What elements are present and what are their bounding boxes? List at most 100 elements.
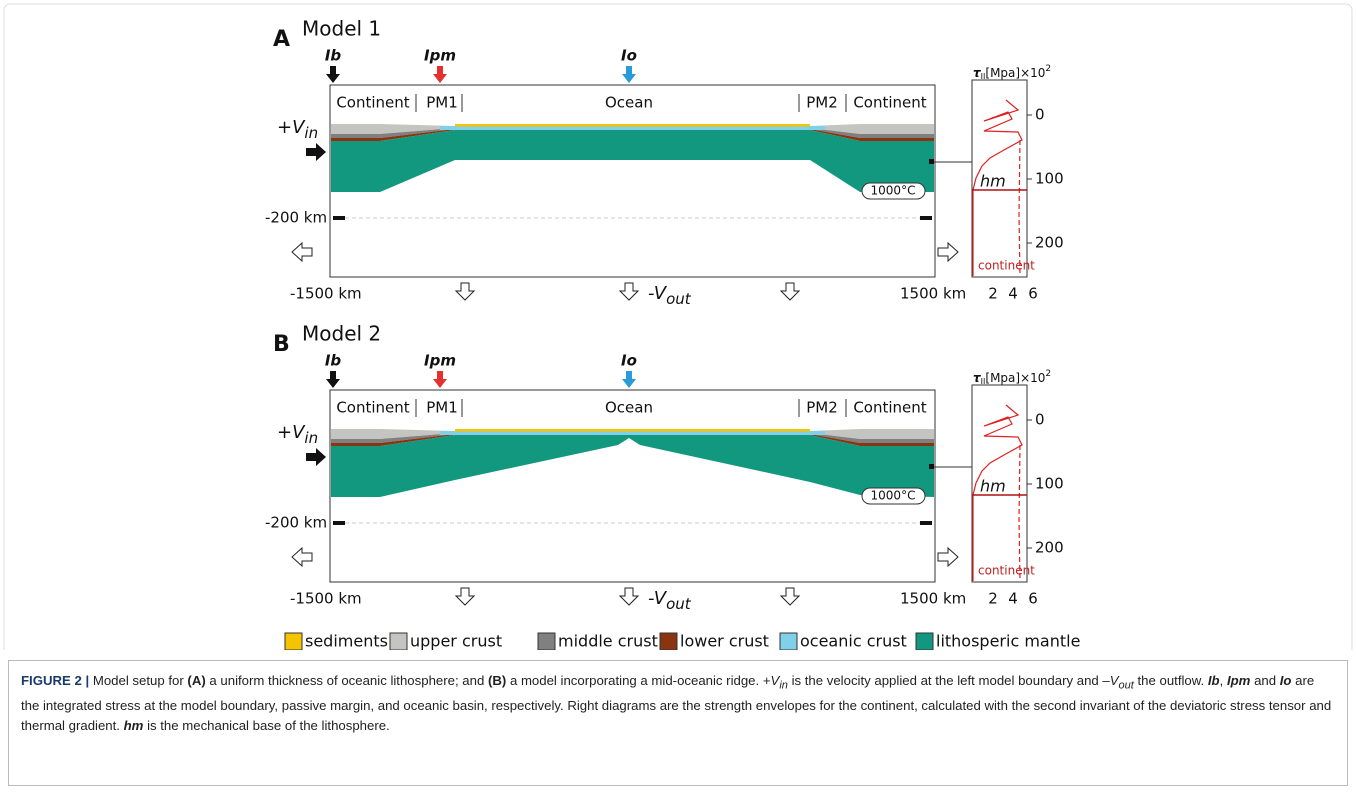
depth-label: -200 km bbox=[265, 209, 327, 227]
legend-label: upper crust bbox=[410, 632, 502, 651]
strength-curve-dashed bbox=[1018, 444, 1021, 582]
y-tick-label: 100 bbox=[1035, 170, 1064, 188]
stress-marker-label: Ipm bbox=[424, 352, 456, 370]
outflow-arrow bbox=[779, 282, 801, 301]
caption-text: Model setup for bbox=[89, 673, 188, 688]
caption-text: (B) bbox=[487, 673, 507, 688]
axis-symbol: τ bbox=[973, 371, 981, 385]
caption-text: a model incorporating a mid-oceanic ridg… bbox=[506, 673, 771, 688]
depth-tick bbox=[920, 216, 932, 220]
velocity-subscript: out bbox=[666, 595, 692, 613]
middle-crust bbox=[331, 128, 934, 138]
region-label: Ocean bbox=[605, 399, 653, 417]
legend-swatch bbox=[537, 632, 556, 651]
region-label: PM2 bbox=[806, 399, 838, 417]
x-right-label: 1500 km bbox=[900, 285, 966, 303]
connector-node bbox=[929, 464, 934, 469]
caption-text: the outflow. bbox=[1133, 673, 1208, 688]
stress-marker-label: Io bbox=[621, 47, 637, 65]
stress-marker-label: Ipm bbox=[424, 47, 456, 65]
caption-text: V bbox=[1109, 673, 1119, 688]
axis-symbol: τ bbox=[973, 66, 981, 80]
strength-curve-dashed bbox=[1018, 139, 1021, 277]
lithospheric-mantle bbox=[331, 435, 934, 497]
outflow-arrow bbox=[454, 282, 476, 301]
caption-text: out bbox=[1118, 679, 1134, 692]
velocity-subscript: out bbox=[666, 290, 692, 308]
isotherm-label: 1000°C bbox=[871, 184, 916, 198]
stress-marker-label: Io bbox=[621, 352, 637, 370]
depth-tick bbox=[920, 521, 932, 525]
y-tick-label: 100 bbox=[1035, 475, 1064, 493]
legend-label: middle crust bbox=[558, 632, 658, 651]
stress-marker-arrow bbox=[622, 66, 636, 83]
envelope-box bbox=[971, 384, 1028, 583]
outflow-arrow bbox=[937, 546, 959, 568]
envelope-axis-label: τII[Mpa]×102 bbox=[973, 64, 1051, 81]
velocity-symbol: +V bbox=[277, 422, 306, 443]
stress-marker-arrow bbox=[622, 371, 636, 388]
velocity-symbol: -V bbox=[648, 283, 668, 304]
middle-crust bbox=[331, 433, 934, 443]
velocity-out-label: -Vout bbox=[648, 283, 692, 308]
region-label: Continent bbox=[853, 399, 926, 417]
region-label: Continent bbox=[853, 94, 926, 112]
region-label: Continent bbox=[336, 399, 409, 417]
caption-text: is the velocity applied at the left mode… bbox=[787, 673, 1110, 688]
legend-swatch bbox=[284, 632, 303, 651]
region-label: Ocean bbox=[605, 94, 653, 112]
velocity-subscript: in bbox=[304, 429, 318, 447]
outflow-arrow bbox=[618, 587, 640, 606]
panel-title: Model 1 bbox=[302, 17, 381, 41]
caption: FIGURE 2 | Model setup for (A) a uniform… bbox=[8, 660, 1348, 786]
strength-curve bbox=[972, 99, 1023, 276]
upper-crust bbox=[331, 429, 934, 439]
depth-label: -200 km bbox=[265, 514, 327, 532]
legend-label: lithosperic mantle bbox=[936, 632, 1080, 651]
stress-marker-arrow bbox=[433, 371, 447, 388]
inflow-arrow bbox=[306, 448, 326, 466]
legend-swatch bbox=[659, 632, 678, 651]
velocity-in-label: +Vin bbox=[277, 422, 318, 447]
outflow-arrow bbox=[291, 546, 313, 568]
sediments bbox=[455, 124, 810, 127]
region-label: PM1 bbox=[426, 94, 458, 112]
model-panel: B Model 2 Ib Ipm Io Continent PM1 Ocean PM2 Conti… bbox=[265, 322, 1064, 613]
caption-label: FIGURE 2 | bbox=[21, 673, 90, 688]
isotherm-box bbox=[861, 487, 926, 505]
model-box bbox=[329, 84, 936, 278]
outflow-arrow bbox=[937, 241, 959, 263]
legend-swatch bbox=[779, 632, 798, 651]
x-tick-label: 6 bbox=[1028, 285, 1038, 303]
envelope-label: continent bbox=[978, 564, 1035, 578]
caption-text: a uniform thickness of oceanic lithosphe… bbox=[205, 673, 488, 688]
x-left-label: -1500 km bbox=[290, 590, 362, 608]
velocity-symbol: +V bbox=[277, 117, 306, 138]
caption-text: are the integrated stress at the model b… bbox=[21, 673, 1332, 733]
upper-crust bbox=[331, 124, 934, 134]
hm-label: hm bbox=[980, 477, 1006, 496]
velocity-out-label: -Vout bbox=[648, 588, 692, 613]
axis-subscript: II bbox=[981, 377, 986, 386]
model-panel: A Model 1 Ib Ipm Io Continent PM1 Ocean PM2 Conti… bbox=[265, 17, 1064, 308]
lower-crust bbox=[331, 434, 934, 446]
isotherm-label: 1000°C bbox=[871, 489, 916, 503]
caption-text: V bbox=[770, 673, 780, 688]
panel-letter: A bbox=[273, 27, 290, 52]
envelope-label: continent bbox=[978, 259, 1035, 273]
isotherm-box bbox=[861, 182, 926, 200]
oceanic-crust bbox=[440, 431, 825, 435]
caption-text: and bbox=[1250, 673, 1280, 688]
outflow-arrow bbox=[291, 241, 313, 263]
legend-swatch bbox=[389, 632, 408, 651]
region-label: PM1 bbox=[426, 399, 458, 417]
oceanic-crust bbox=[440, 126, 825, 130]
x-right-label: 1500 km bbox=[900, 590, 966, 608]
x-left-label: -1500 km bbox=[290, 285, 362, 303]
y-tick-label: 0 bbox=[1035, 411, 1045, 429]
y-tick-label: 200 bbox=[1035, 234, 1064, 252]
axis-exponent: 2 bbox=[1045, 369, 1051, 379]
stress-marker-label: Ib bbox=[325, 352, 342, 370]
caption-text: (A) bbox=[187, 673, 206, 688]
